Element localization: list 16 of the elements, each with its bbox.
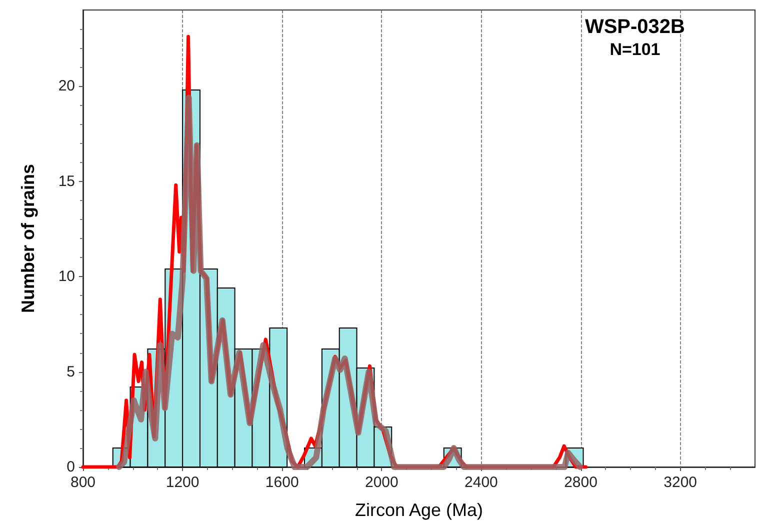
y-tick-label: 15 [58,172,75,190]
x-tick-label: 1600 [265,474,299,491]
x-tick-label: 1200 [166,474,200,491]
chart-title: WSP-032B [584,16,685,38]
x-tick-label: 3200 [664,474,698,491]
text: N=101 [610,40,660,59]
x-axis-title: Zircon Age (Ma) [354,500,484,520]
y-tick-label: 20 [58,78,75,95]
x-tick-label: 2800 [564,474,598,491]
y-tick-label: 5 [66,363,75,380]
y-tick-label: 10 [58,268,75,286]
x-tick-label: 800 [70,474,96,491]
x-tick-label: 2400 [464,474,498,491]
y-axis-title: Number of grains [18,164,38,314]
x-tick-label: 2000 [364,474,398,491]
y-tick-label: 0 [66,458,75,476]
